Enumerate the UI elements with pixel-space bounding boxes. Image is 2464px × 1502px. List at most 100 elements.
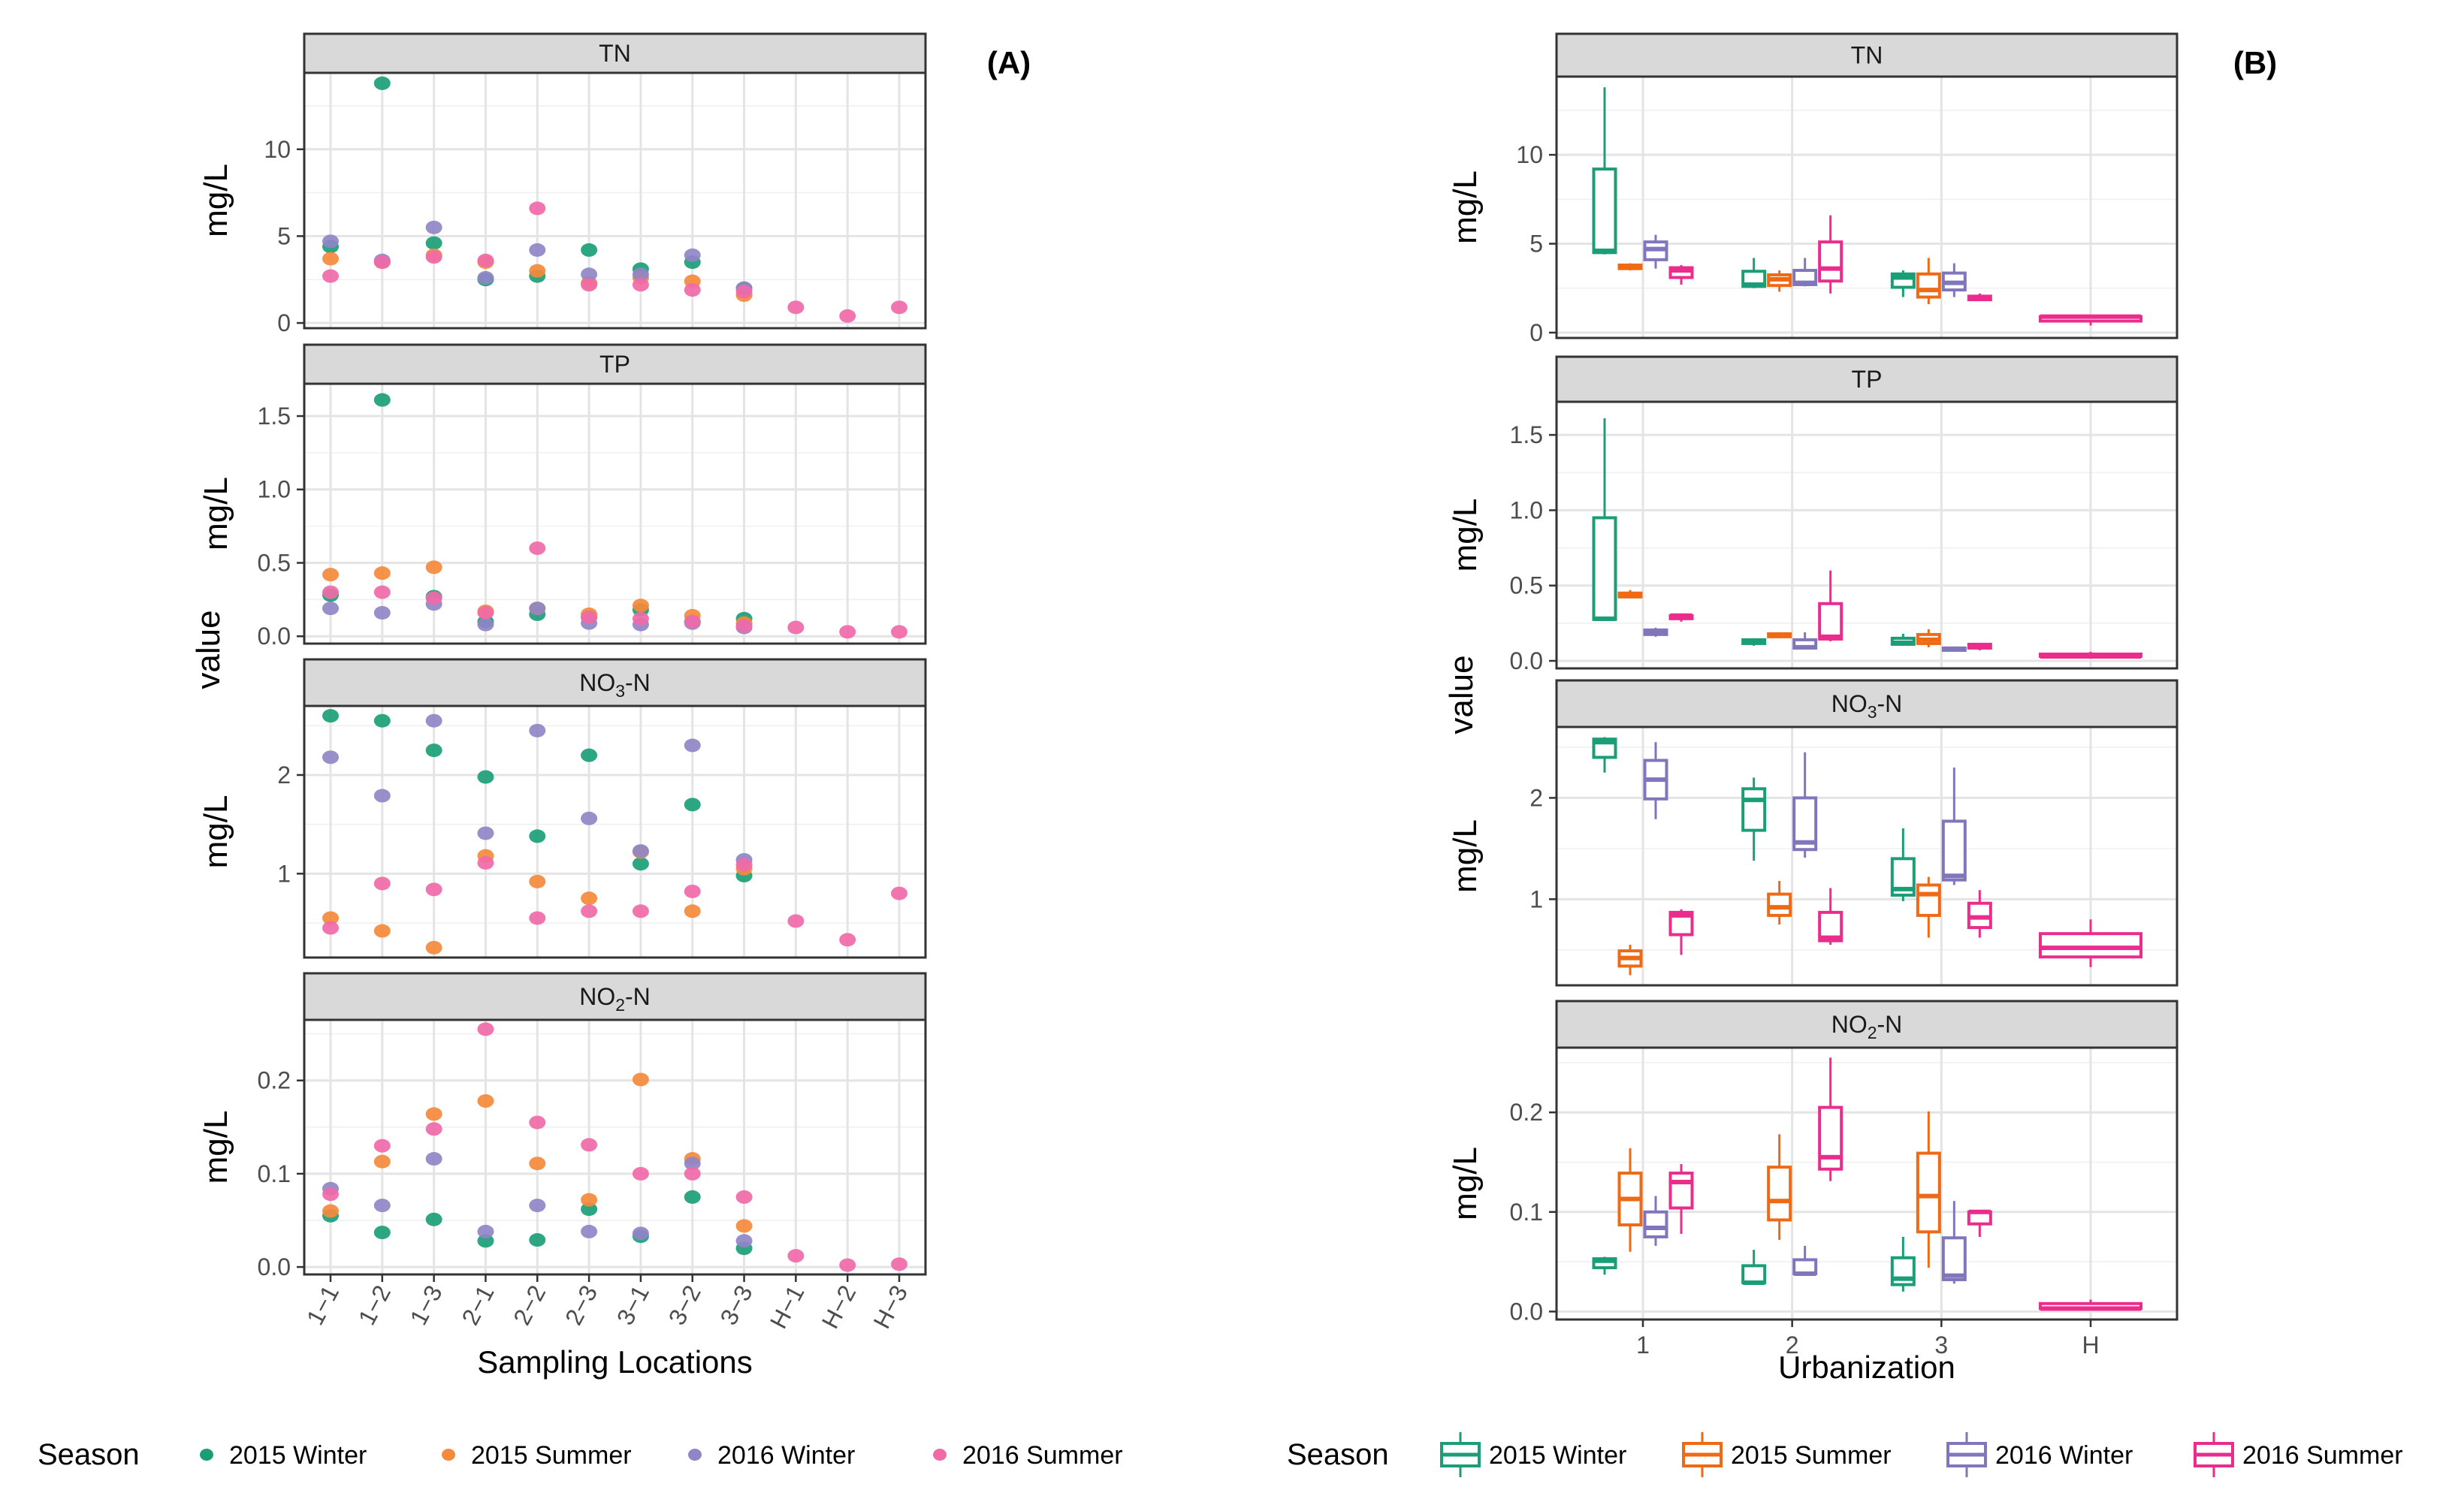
panel-b-box-body bbox=[1916, 1151, 1941, 1234]
panel-b-box bbox=[1941, 767, 1967, 885]
panel-a-point bbox=[425, 1212, 442, 1226]
panel-b-box bbox=[1818, 1057, 1843, 1181]
panel-b-box bbox=[1767, 881, 1792, 925]
panel-a-facet-1-background bbox=[303, 382, 927, 645]
panel-b-box bbox=[2039, 651, 2142, 659]
panel-a-point bbox=[632, 1166, 649, 1181]
panel-b-facet-strip bbox=[1555, 679, 2179, 728]
panel-b-box bbox=[1890, 633, 1916, 646]
panel-b-box-body bbox=[1818, 240, 1843, 283]
panel-a-x-tick-label: 2−2 bbox=[508, 1280, 551, 1329]
panel-b-box bbox=[1890, 1236, 1916, 1292]
panel-a-point bbox=[529, 602, 546, 616]
panel-b-box bbox=[1767, 632, 1792, 638]
panel-a-point bbox=[529, 723, 546, 737]
panel-a-point bbox=[477, 270, 494, 285]
panel-b-box bbox=[1668, 264, 1694, 285]
panel-a-point bbox=[891, 1257, 907, 1271]
panel-a-y-tick-label: 0 bbox=[277, 309, 291, 336]
panel-a-point bbox=[632, 1072, 649, 1087]
panel-b-box bbox=[1767, 270, 1792, 292]
panel-b-box-body bbox=[1668, 1172, 1694, 1210]
panel-a-point bbox=[787, 620, 805, 635]
panel-b-box bbox=[1916, 1111, 1941, 1268]
panel-b-box-body bbox=[1741, 787, 1767, 832]
panel-a-y-axis-label: mg/L bbox=[198, 164, 234, 237]
panel-a-facet-title: TP bbox=[599, 351, 630, 378]
panel-a-point bbox=[529, 264, 546, 278]
panel-a-point bbox=[322, 1204, 339, 1218]
panel-a-point bbox=[322, 252, 339, 266]
panel-b-legend-label: 2016 Summer bbox=[2242, 1441, 2403, 1470]
panel-a-y-tick-label: 10 bbox=[264, 136, 291, 163]
panel-a-legend-key bbox=[442, 1449, 455, 1461]
panel-a-point bbox=[425, 1152, 442, 1166]
panel-b-facet-title: NO3-N bbox=[1831, 690, 1903, 722]
panel-a-point bbox=[425, 882, 442, 897]
panel-b-box bbox=[1890, 270, 1916, 297]
panel-b-box bbox=[1741, 638, 1767, 646]
panel-a-point bbox=[581, 610, 598, 624]
panel-a-x-tick-label: 3−3 bbox=[714, 1280, 757, 1329]
panel-b-facet-0-background bbox=[1555, 75, 2179, 339]
panel-a-point bbox=[632, 1226, 649, 1241]
panel-a-point bbox=[787, 1249, 805, 1263]
panel-b-y-axis-label: mg/L bbox=[1447, 499, 1484, 572]
panel-a-point bbox=[477, 605, 494, 620]
panel-a-legend-key bbox=[200, 1449, 213, 1461]
panel-a-facet-title: NO3-N bbox=[579, 669, 651, 701]
panel-a-point bbox=[425, 220, 442, 234]
panel-a-point bbox=[891, 625, 907, 639]
panel-b-legend-label: 2015 Summer bbox=[1731, 1441, 1892, 1470]
panel-a-point bbox=[425, 560, 442, 575]
panel-b-y-tick-label: 2 bbox=[1529, 784, 1543, 811]
panel-a-y-axis-label: mg/L bbox=[198, 795, 234, 869]
panel-b-legend-label: 2015 Winter bbox=[1489, 1441, 1626, 1470]
panel-b-box-body bbox=[1941, 1236, 1967, 1281]
panel-a-y-tick-label: 1.0 bbox=[258, 476, 291, 503]
panel-b-box bbox=[1643, 627, 1668, 637]
panel-a-x-tick-label: 1−3 bbox=[405, 1280, 448, 1329]
panel-a-point bbox=[735, 858, 753, 872]
panel-b-box bbox=[1890, 828, 1916, 902]
panel-a-point bbox=[322, 269, 339, 283]
panel-a-x-tick-label: 1−2 bbox=[353, 1280, 396, 1329]
panel-b-tag: (B) bbox=[2233, 45, 2277, 80]
panel-a-point bbox=[373, 876, 391, 891]
panel-a-point bbox=[322, 1187, 339, 1202]
panel-b-facet-1-background bbox=[1555, 400, 2179, 670]
panel-b-box bbox=[1792, 258, 1818, 287]
panel-a-point bbox=[581, 811, 598, 825]
panel-a-value-label: value bbox=[190, 610, 227, 689]
panel-b-facet-title: NO2-N bbox=[1831, 1011, 1903, 1042]
panel-a-point bbox=[425, 713, 442, 728]
panel-b-box bbox=[1617, 263, 1643, 271]
panel-a-point bbox=[787, 914, 805, 928]
panel-b-box bbox=[1741, 777, 1767, 861]
panel-a-point bbox=[373, 1226, 391, 1240]
panel-b-x-tick-label: 3 bbox=[1934, 1332, 1948, 1359]
panel-a-point bbox=[322, 234, 339, 249]
panel-b-box bbox=[1668, 613, 1694, 622]
panel-a-point bbox=[322, 750, 339, 765]
panel-a-point bbox=[477, 770, 494, 784]
panel-b-y-tick-label: 10 bbox=[1516, 141, 1543, 168]
panel-b-legend-key bbox=[1440, 1432, 1481, 1477]
panel-a-point bbox=[529, 201, 546, 216]
panel-a-point bbox=[477, 253, 494, 267]
panel-a-point bbox=[684, 1166, 701, 1181]
panel-b-box bbox=[1967, 890, 1992, 938]
panel-a-point bbox=[373, 924, 391, 938]
panel-a-point bbox=[477, 826, 494, 840]
panel-a-point bbox=[839, 1258, 856, 1272]
panel-a-facet-0-background bbox=[303, 71, 927, 330]
panel-a-legend-title: Season bbox=[38, 1438, 140, 1471]
panel-a-point bbox=[735, 619, 753, 633]
panel-b-x-axis-title: Urbanization bbox=[1778, 1350, 1955, 1385]
panel-b-y-axis-label: mg/L bbox=[1447, 819, 1484, 893]
panel-b-box bbox=[1792, 632, 1818, 650]
panel-a-y-tick-label: 5 bbox=[277, 222, 291, 249]
panel-b-box-body bbox=[1643, 1210, 1668, 1238]
panel-a-point bbox=[529, 1199, 546, 1213]
panel-a-legend-label: 2015 Summer bbox=[471, 1441, 632, 1470]
